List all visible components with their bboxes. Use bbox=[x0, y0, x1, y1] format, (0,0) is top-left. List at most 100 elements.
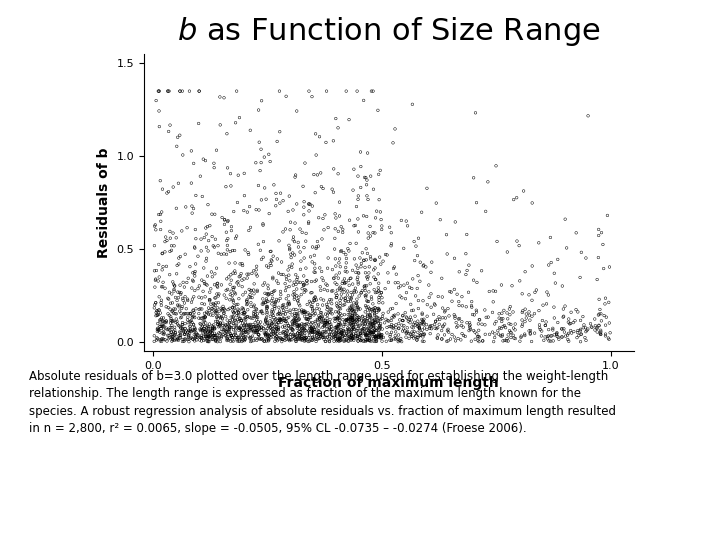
Point bbox=[185, 317, 197, 326]
Point bbox=[600, 332, 611, 340]
Point bbox=[258, 298, 269, 307]
Point bbox=[298, 244, 310, 252]
Point bbox=[358, 329, 369, 338]
Point bbox=[332, 124, 343, 132]
Point bbox=[236, 316, 248, 325]
Point bbox=[418, 320, 429, 329]
Point bbox=[338, 326, 349, 335]
Point bbox=[505, 302, 516, 311]
Point bbox=[421, 184, 433, 193]
Point bbox=[280, 317, 292, 326]
Point bbox=[221, 250, 233, 259]
Point bbox=[510, 320, 521, 328]
Point bbox=[168, 183, 179, 191]
Point bbox=[203, 310, 215, 319]
Point bbox=[274, 87, 285, 96]
Point bbox=[336, 286, 347, 295]
Point bbox=[342, 306, 354, 314]
Point bbox=[359, 282, 370, 291]
Point bbox=[251, 262, 262, 271]
Point bbox=[258, 337, 270, 346]
Point bbox=[258, 300, 269, 308]
Point bbox=[335, 299, 346, 307]
Point bbox=[230, 328, 241, 337]
Point bbox=[240, 315, 251, 324]
Point bbox=[351, 299, 362, 308]
Point bbox=[257, 335, 269, 344]
Point bbox=[176, 87, 188, 96]
Point bbox=[600, 313, 612, 321]
Point bbox=[354, 292, 365, 300]
Point bbox=[552, 332, 563, 341]
Point bbox=[307, 336, 318, 345]
Point bbox=[402, 317, 414, 326]
Point bbox=[316, 329, 328, 338]
Point bbox=[322, 302, 333, 311]
Point bbox=[437, 313, 449, 322]
Point bbox=[231, 87, 243, 96]
Point bbox=[521, 310, 532, 319]
Point bbox=[369, 330, 380, 339]
Point bbox=[262, 330, 274, 339]
Point bbox=[172, 288, 184, 296]
Point bbox=[190, 332, 202, 341]
Point bbox=[397, 316, 409, 325]
Point bbox=[284, 276, 296, 285]
Point bbox=[157, 282, 168, 291]
Point bbox=[298, 308, 310, 317]
Point bbox=[251, 336, 262, 345]
Point bbox=[373, 332, 384, 340]
Point bbox=[398, 244, 410, 253]
Point bbox=[305, 311, 316, 320]
Point bbox=[305, 288, 317, 297]
Point bbox=[152, 327, 163, 336]
Point bbox=[282, 207, 294, 215]
Point bbox=[360, 331, 372, 340]
Point bbox=[364, 327, 375, 335]
Point bbox=[271, 329, 283, 338]
Point bbox=[175, 323, 186, 332]
Point bbox=[373, 319, 384, 327]
Point bbox=[289, 173, 301, 181]
Point bbox=[400, 217, 412, 225]
Point bbox=[500, 323, 511, 332]
Point bbox=[418, 296, 429, 305]
Point bbox=[184, 334, 196, 343]
Point bbox=[186, 179, 197, 187]
Point bbox=[272, 334, 284, 342]
Point bbox=[468, 173, 480, 182]
Point bbox=[534, 321, 545, 329]
Point bbox=[153, 87, 164, 96]
Point bbox=[209, 210, 220, 219]
Point bbox=[303, 328, 315, 336]
Point bbox=[201, 254, 212, 262]
Point bbox=[198, 324, 210, 333]
Point bbox=[370, 326, 382, 335]
Point bbox=[158, 328, 169, 336]
Point bbox=[277, 227, 289, 236]
Point bbox=[330, 114, 341, 123]
Point bbox=[412, 317, 423, 326]
Point bbox=[495, 281, 507, 289]
Point bbox=[332, 322, 343, 330]
Point bbox=[373, 323, 384, 332]
Point bbox=[366, 319, 378, 328]
Point bbox=[361, 330, 372, 339]
Point bbox=[253, 325, 264, 334]
Point bbox=[408, 334, 419, 342]
Point bbox=[345, 315, 356, 324]
Point bbox=[251, 322, 262, 330]
Point bbox=[413, 323, 425, 332]
Point bbox=[166, 314, 177, 323]
Point bbox=[413, 332, 425, 340]
Point bbox=[261, 306, 272, 314]
Point bbox=[173, 260, 184, 268]
Point bbox=[441, 249, 453, 258]
Point bbox=[393, 325, 405, 333]
Point bbox=[229, 288, 240, 297]
Point bbox=[153, 276, 164, 285]
Point bbox=[289, 333, 301, 341]
Point bbox=[505, 329, 517, 338]
Point bbox=[164, 121, 176, 130]
Point bbox=[177, 320, 189, 329]
